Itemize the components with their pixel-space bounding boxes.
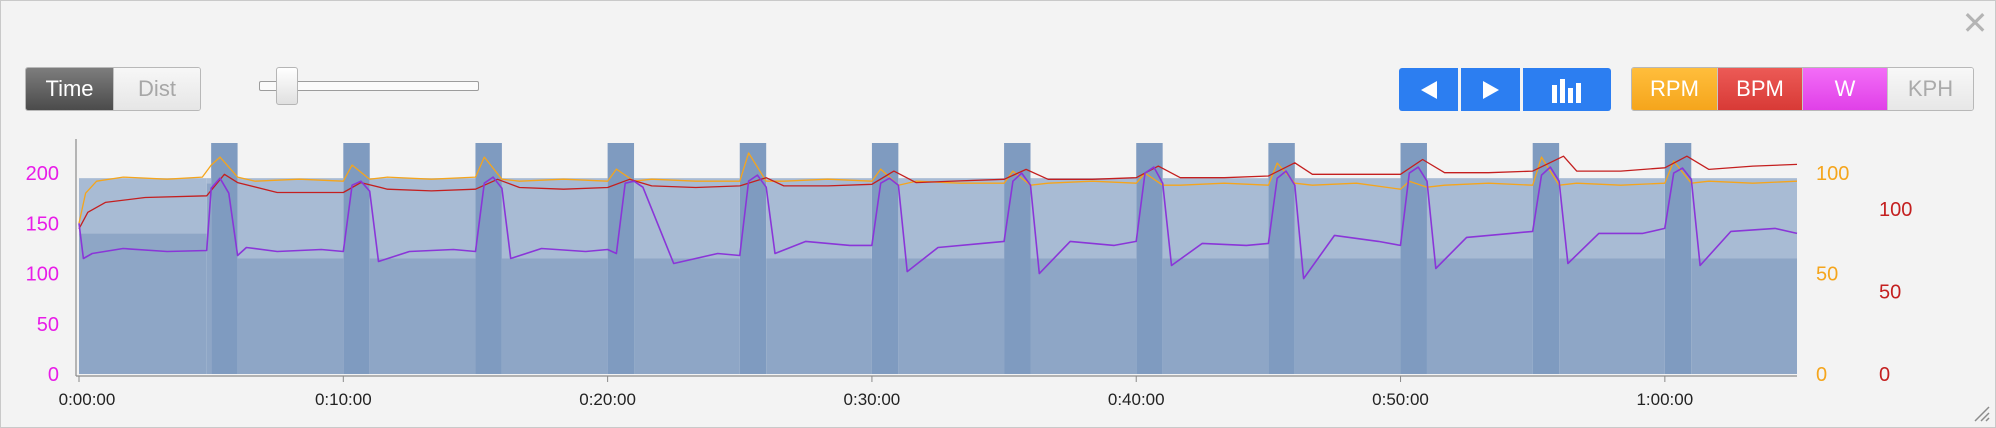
zone-recovery xyxy=(237,258,344,374)
y-tick-label-rpm: 50 xyxy=(1816,264,1838,286)
zone-band xyxy=(237,178,344,259)
y-tick-label-rpm: 100 xyxy=(1816,163,1849,185)
triangle-left-icon xyxy=(1420,80,1437,99)
y-tick-label-bpm: 0 xyxy=(1879,364,1890,386)
zone-recovery xyxy=(898,258,1005,374)
x-tick-label: 0:10:00 xyxy=(315,390,372,409)
zone-band xyxy=(501,178,608,259)
y-tick-label-watts: 50 xyxy=(37,314,59,336)
zone-band xyxy=(766,178,872,259)
y-tick-label-bpm: 50 xyxy=(1879,282,1901,304)
y-tick-label-watts: 200 xyxy=(26,163,59,185)
zone-band xyxy=(1559,178,1665,259)
time-button[interactable]: Time xyxy=(26,68,113,110)
zone-recovery xyxy=(369,258,476,374)
series-lines xyxy=(78,152,1798,280)
mode-toggle: Time Dist xyxy=(25,67,201,111)
triangle-right-icon xyxy=(1482,80,1499,99)
zone-recovery xyxy=(1559,258,1665,374)
zone-band xyxy=(1691,178,1797,259)
zone-band xyxy=(369,178,476,259)
rpm-button[interactable]: RPM xyxy=(1632,68,1717,110)
series-line-bpm xyxy=(78,155,1798,230)
zone-recovery xyxy=(766,258,872,374)
zone-interval xyxy=(607,143,635,374)
y-tick-label-watts: 150 xyxy=(26,213,59,235)
x-tick-label: 0:40:00 xyxy=(1108,390,1165,409)
zone-interval xyxy=(1532,143,1560,374)
zone-band xyxy=(1030,178,1137,259)
zone-recovery xyxy=(1030,258,1137,374)
zone-interval xyxy=(871,143,899,374)
zone-recovery xyxy=(501,258,608,374)
dist-button[interactable]: Dist xyxy=(113,68,200,110)
zone-recovery xyxy=(1691,258,1797,374)
zoom-slider-thumb[interactable] xyxy=(276,67,298,105)
zone-band xyxy=(1294,178,1401,259)
zone-band xyxy=(206,178,212,184)
zone-interval xyxy=(211,143,238,374)
zone-recovery xyxy=(1294,258,1401,374)
y-tick-label-rpm: 0 xyxy=(1816,364,1827,386)
previous-button[interactable] xyxy=(1399,68,1458,111)
zone-interval xyxy=(1664,143,1692,374)
zone-interval xyxy=(475,143,502,374)
zone-band xyxy=(634,178,740,259)
zone-interval xyxy=(1400,143,1427,374)
bpm-button[interactable]: BPM xyxy=(1717,68,1802,110)
y-tick-label-bpm: 100 xyxy=(1879,199,1912,221)
x-tick-label: 0:50:00 xyxy=(1372,390,1429,409)
zone-recovery xyxy=(1426,258,1533,374)
bar-chart-icon xyxy=(1552,78,1581,103)
zone-band xyxy=(898,178,1005,259)
watts-button[interactable]: W xyxy=(1802,68,1887,110)
zone-recovery xyxy=(1162,258,1269,374)
kph-button[interactable]: KPH xyxy=(1887,68,1973,110)
x-tick-label: 0:30:00 xyxy=(844,390,901,409)
y-tick-label-watts: 100 xyxy=(26,264,59,286)
zoom-slider-track[interactable] xyxy=(259,81,479,91)
x-tick-label: 1:00:00 xyxy=(1636,390,1693,409)
chart-axes: 0:00:00 0:10:00 0:20:00 0:30:00 0:40:00 0:50:… xyxy=(26,139,1912,409)
y-tick-label-watts: 0 xyxy=(48,364,59,386)
zone-band xyxy=(1162,178,1269,259)
target-zones xyxy=(79,143,1797,374)
close-icon[interactable]: ✕ xyxy=(1961,5,1989,41)
zone-interval xyxy=(1268,143,1295,374)
zone-band xyxy=(1426,178,1533,259)
zone-recovery xyxy=(206,183,212,374)
next-button[interactable] xyxy=(1461,68,1520,111)
zone-recovery xyxy=(634,258,740,374)
metric-toggles: RPM BPM W KPH xyxy=(1631,67,1974,111)
x-tick-label: 0:20:00 xyxy=(579,390,636,409)
chart-type-button[interactable] xyxy=(1523,68,1611,111)
resize-grip-icon[interactable] xyxy=(1973,405,1991,423)
zone-interval xyxy=(343,143,370,374)
zone-base xyxy=(79,233,207,374)
series-line-w xyxy=(78,166,1798,280)
x-tick-label: 0:00:00 xyxy=(59,390,116,409)
